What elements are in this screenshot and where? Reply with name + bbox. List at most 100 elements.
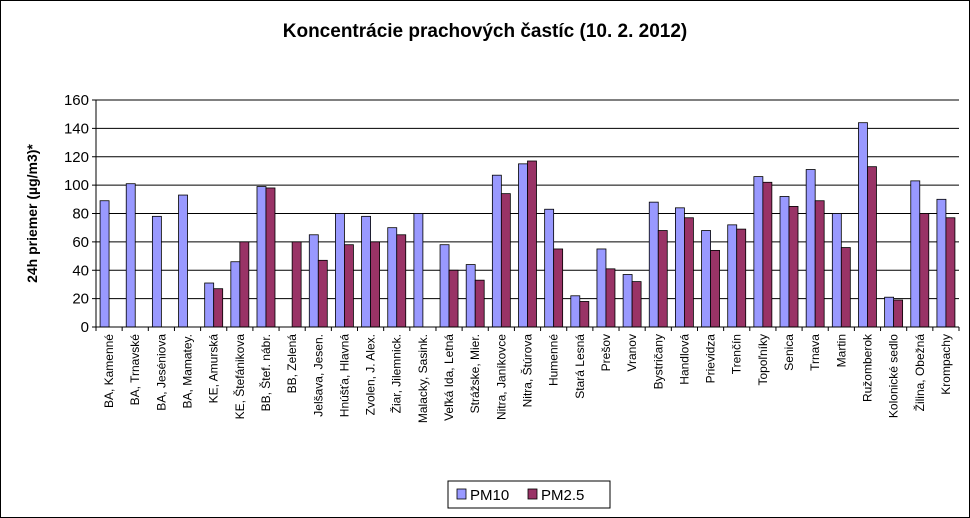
- x-tick-label: Zvolen, J. Alex.: [364, 334, 378, 415]
- bar-pm10: [936, 198, 947, 328]
- bar-pm10: [648, 201, 659, 328]
- x-tick-label: Handlová: [677, 334, 691, 385]
- bar-pm10: [622, 274, 633, 328]
- x-tick-label: Trenčín: [730, 334, 744, 374]
- x-tick-label: Trnava: [808, 334, 822, 371]
- bar-pm25: [762, 181, 773, 328]
- bar-pm25: [893, 299, 904, 328]
- bar-pm25: [474, 279, 485, 328]
- x-tick-label: Stará Lesná: [573, 334, 587, 399]
- x-tick-label: KE, Štefánikova: [232, 334, 247, 420]
- x-tick-label: Žiar, Jilemnick.: [389, 334, 404, 413]
- bar-pm10: [361, 215, 371, 328]
- y-tick-label: 40: [72, 262, 89, 279]
- x-tick-labels: BA, Kamenné BA, Trnavské BA, Jeséniova BA, …: [102, 333, 953, 423]
- x-tick-label: KE, Amurská: [207, 334, 221, 404]
- bar-pm25: [500, 193, 511, 328]
- bar-pm10: [178, 194, 188, 328]
- x-tick-label: Strážske, Mier.: [468, 334, 482, 413]
- bar-pm10: [675, 207, 685, 328]
- bar-pm25: [265, 187, 276, 328]
- bar-pm25: [919, 213, 930, 328]
- bars: [99, 122, 956, 328]
- bar-pm25: [631, 281, 642, 328]
- bar-pm10: [779, 196, 790, 328]
- bar-pm25: [448, 269, 459, 328]
- bar-pm10: [151, 215, 162, 328]
- legend-label-pm10: PM10: [470, 487, 509, 504]
- bar-pm10: [308, 234, 319, 328]
- bar-pm25: [840, 247, 851, 328]
- x-tick-label: Prešov: [599, 334, 613, 371]
- bar-pm25: [239, 241, 250, 328]
- bar-pm25: [814, 200, 825, 328]
- legend-swatch-pm25: [527, 488, 538, 500]
- bar-pm25: [344, 244, 354, 328]
- bar-pm10: [125, 183, 136, 328]
- bar-pm10: [465, 264, 476, 328]
- bar-pm25: [788, 206, 799, 328]
- x-tick-label: BB, Štef. nábr.: [258, 334, 273, 411]
- bar-pm25: [317, 259, 328, 328]
- bar-pm10: [805, 169, 816, 328]
- x-tick-label: Kolonické sedlo: [887, 334, 901, 418]
- y-axis-label: 24h priemer (µg/m3)*: [24, 144, 40, 283]
- chart-title: Koncentrácie prachových častíc (10. 2. 2…: [283, 21, 687, 42]
- y-tick-label: 20: [72, 291, 89, 308]
- bar-pm25: [291, 241, 302, 328]
- bar-pm25: [736, 228, 747, 328]
- x-tick-label: Topoľníky: [756, 334, 770, 386]
- bar-pm25: [657, 230, 668, 328]
- bar-pm10: [204, 282, 215, 328]
- x-tick-label: Bystričany: [651, 334, 665, 389]
- y-tick-labels: 0 20 40 60 80 100 120 140 160: [64, 92, 89, 336]
- bar-pm10: [230, 261, 241, 328]
- x-tick-label: Humenné: [547, 334, 561, 386]
- bar-pm10: [335, 213, 345, 328]
- y-tick-label: 160: [64, 92, 89, 109]
- bar-pm10: [727, 224, 738, 328]
- bar-pm25: [684, 217, 694, 328]
- x-tick-label: Ružomberok: [860, 333, 874, 402]
- bar-pm10: [910, 180, 921, 328]
- y-tick-label: 100: [64, 177, 89, 194]
- bar-pm25: [579, 301, 590, 328]
- bar-pm25: [396, 234, 407, 328]
- x-tick-label: Žilina, Obežná: [912, 334, 927, 412]
- bar-pm10: [831, 213, 842, 328]
- x-tick-label: Vranov: [625, 334, 639, 372]
- bar-pm25: [213, 288, 224, 328]
- bar-pm10: [544, 208, 555, 328]
- bar-pm25: [710, 249, 720, 328]
- x-tick-label: Krompachy: [939, 334, 953, 395]
- y-tick-label: 80: [72, 206, 89, 223]
- bar-pm25: [370, 241, 380, 328]
- legend-label-pm25: PM2.5: [541, 487, 584, 504]
- bar-pm10: [570, 295, 581, 328]
- bar-pm10: [518, 163, 528, 328]
- x-tick-label: BA, Kamenné: [102, 334, 116, 408]
- legend: PM10 PM2.5: [447, 480, 611, 509]
- bar-pm10: [884, 296, 895, 328]
- bar-pm25: [605, 268, 616, 328]
- x-tick-label: Malacky, Sasink.: [416, 334, 430, 423]
- bar-pm10: [753, 176, 764, 328]
- x-tick-label: Jelšava, Jesen.: [311, 334, 325, 417]
- bar-pm10: [256, 186, 267, 328]
- x-tick-label: Veľká Ida, Letná: [442, 334, 456, 421]
- axes: [92, 99, 960, 331]
- bar-pm10: [596, 248, 607, 328]
- x-tick-label: Prievidza: [704, 334, 718, 384]
- bar-pm10: [413, 213, 424, 328]
- x-tick-label: BB, Zelená: [285, 334, 299, 394]
- x-tick-label: Martin: [834, 334, 848, 367]
- bar-pm10: [439, 244, 450, 328]
- x-tick-label: Nitra, Janíkovce: [494, 334, 508, 420]
- bar-pm10: [99, 200, 110, 328]
- y-tick-label: 60: [72, 234, 89, 251]
- bar-pm10: [858, 122, 868, 328]
- legend-swatch-pm10: [456, 488, 467, 500]
- bar-pm25: [527, 160, 537, 328]
